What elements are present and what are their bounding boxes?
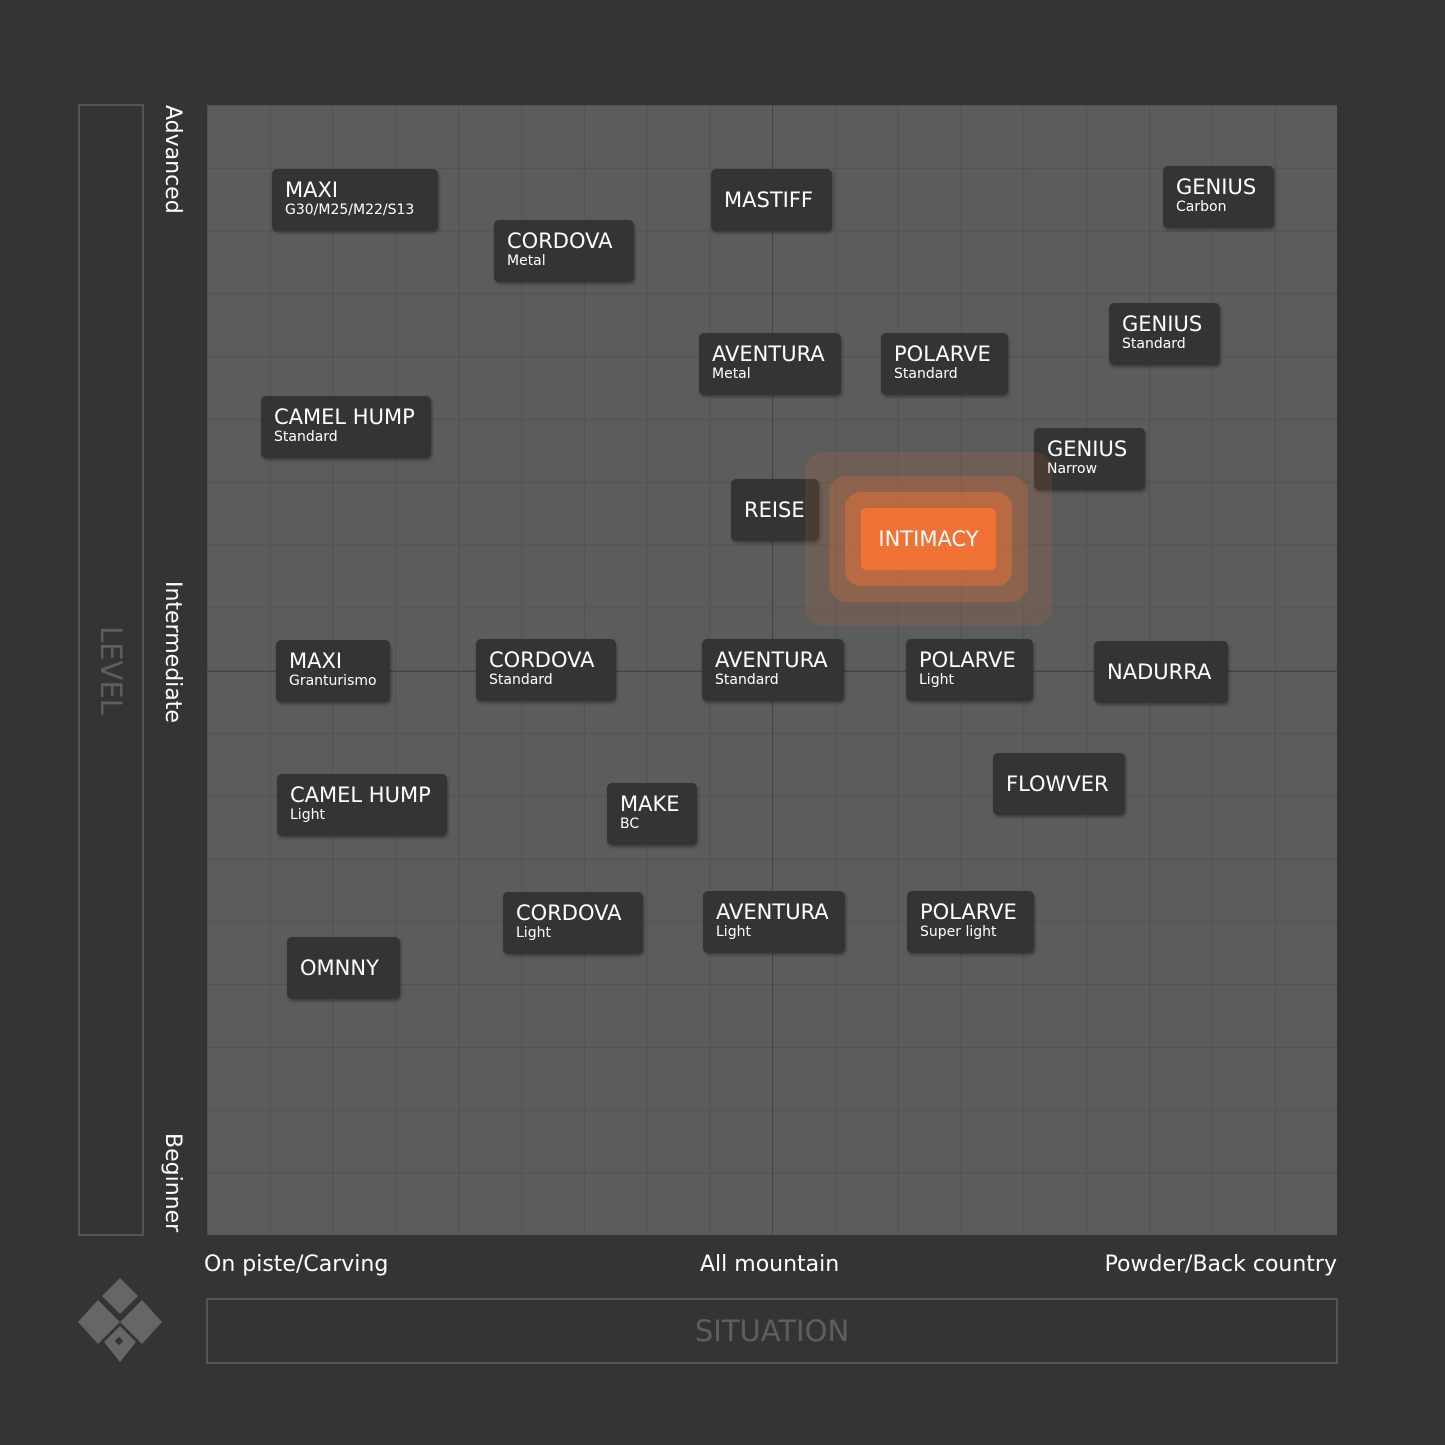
node-name: MASTIFF: [724, 188, 813, 212]
node: CAMEL HUMP Light: [277, 774, 447, 836]
y-label: Advanced: [160, 105, 185, 214]
node-sub: Standard: [715, 672, 779, 688]
node: MASTIFF: [711, 169, 832, 231]
node-sub: Metal: [712, 366, 751, 382]
node-name: NADURRA: [1107, 660, 1212, 684]
node-sub: Standard: [1122, 336, 1186, 352]
node-name: GENIUS: [1047, 437, 1128, 461]
node-sub: Super light: [920, 924, 997, 940]
node: POLARVE Light: [906, 639, 1033, 701]
node-sub: Narrow: [1047, 461, 1098, 477]
y-axis-title: LEVEL: [94, 625, 128, 715]
x-axis-title: SITUATION: [694, 1314, 850, 1348]
node: AVENTURA Light: [703, 891, 845, 953]
node-name: CORDOVA: [516, 901, 622, 925]
node-sub: Light: [716, 924, 751, 940]
node: GENIUS Narrow: [1034, 428, 1145, 490]
y-label: Beginner: [160, 1133, 185, 1233]
node-sub: Light: [516, 925, 551, 941]
node: MAXI Granturismo: [276, 640, 390, 702]
node-sub: Granturismo: [289, 673, 377, 689]
node: MAKE BC: [607, 783, 697, 845]
node-name: AVENTURA: [715, 648, 828, 672]
node-name: INTIMACY: [878, 527, 979, 551]
node: MAXI G30/M25/M22/S13: [272, 169, 438, 231]
logo: [78, 1278, 162, 1362]
node-sub: G30/M25/M22/S13: [285, 202, 415, 218]
x-label: Powder/Back country: [1104, 1252, 1337, 1277]
node-name: CORDOVA: [489, 648, 595, 672]
node: CAMEL HUMP Standard: [261, 396, 431, 458]
node-name: CAMEL HUMP: [274, 405, 415, 429]
x-label: All mountain: [700, 1252, 840, 1277]
y-label: Intermediate: [160, 581, 185, 723]
node: AVENTURA Standard: [702, 639, 844, 701]
node-name: GENIUS: [1176, 175, 1257, 199]
node: REISE: [731, 479, 819, 541]
node-name: MAKE: [620, 792, 680, 816]
node: POLARVE Super light: [907, 891, 1034, 953]
node: INTIMACY: [861, 508, 996, 570]
node-sub: Standard: [274, 429, 338, 445]
node: GENIUS Carbon: [1163, 166, 1274, 228]
node-sub: Light: [919, 672, 954, 688]
node-name: POLARVE: [920, 900, 1017, 924]
node-name: FLOWVER: [1006, 772, 1109, 796]
node: OMNNY: [287, 937, 400, 999]
node-sub: BC: [620, 816, 640, 832]
node-name: CAMEL HUMP: [290, 783, 431, 807]
node: NADURRA: [1094, 641, 1228, 703]
level-box: LEVEL: [78, 104, 144, 1236]
node-name: MAXI: [285, 178, 339, 202]
node: CORDOVA Light: [503, 892, 643, 954]
node: POLARVE Standard: [881, 333, 1008, 395]
node-name: MAXI: [289, 649, 343, 673]
x-label: On piste/Carving: [204, 1252, 389, 1277]
node-name: AVENTURA: [712, 342, 825, 366]
node-name: AVENTURA: [716, 900, 829, 924]
node: AVENTURA Metal: [699, 333, 841, 395]
node-sub: Carbon: [1176, 199, 1227, 215]
node-name: REISE: [744, 498, 805, 522]
node-name: CORDOVA: [507, 229, 613, 253]
node: FLOWVER: [993, 753, 1125, 815]
node: GENIUS Standard: [1109, 303, 1220, 365]
node-sub: Standard: [489, 672, 553, 688]
node-name: OMNNY: [300, 956, 379, 980]
node-sub: Metal: [507, 253, 546, 269]
node: CORDOVA Standard: [476, 639, 616, 701]
node-name: POLARVE: [894, 342, 991, 366]
node: CORDOVA Metal: [494, 220, 634, 282]
node-sub: Light: [290, 807, 325, 823]
node-name: POLARVE: [919, 648, 1016, 672]
node-sub: Standard: [894, 366, 958, 382]
situation-box: SITUATION: [206, 1298, 1338, 1364]
node-name: GENIUS: [1122, 312, 1203, 336]
